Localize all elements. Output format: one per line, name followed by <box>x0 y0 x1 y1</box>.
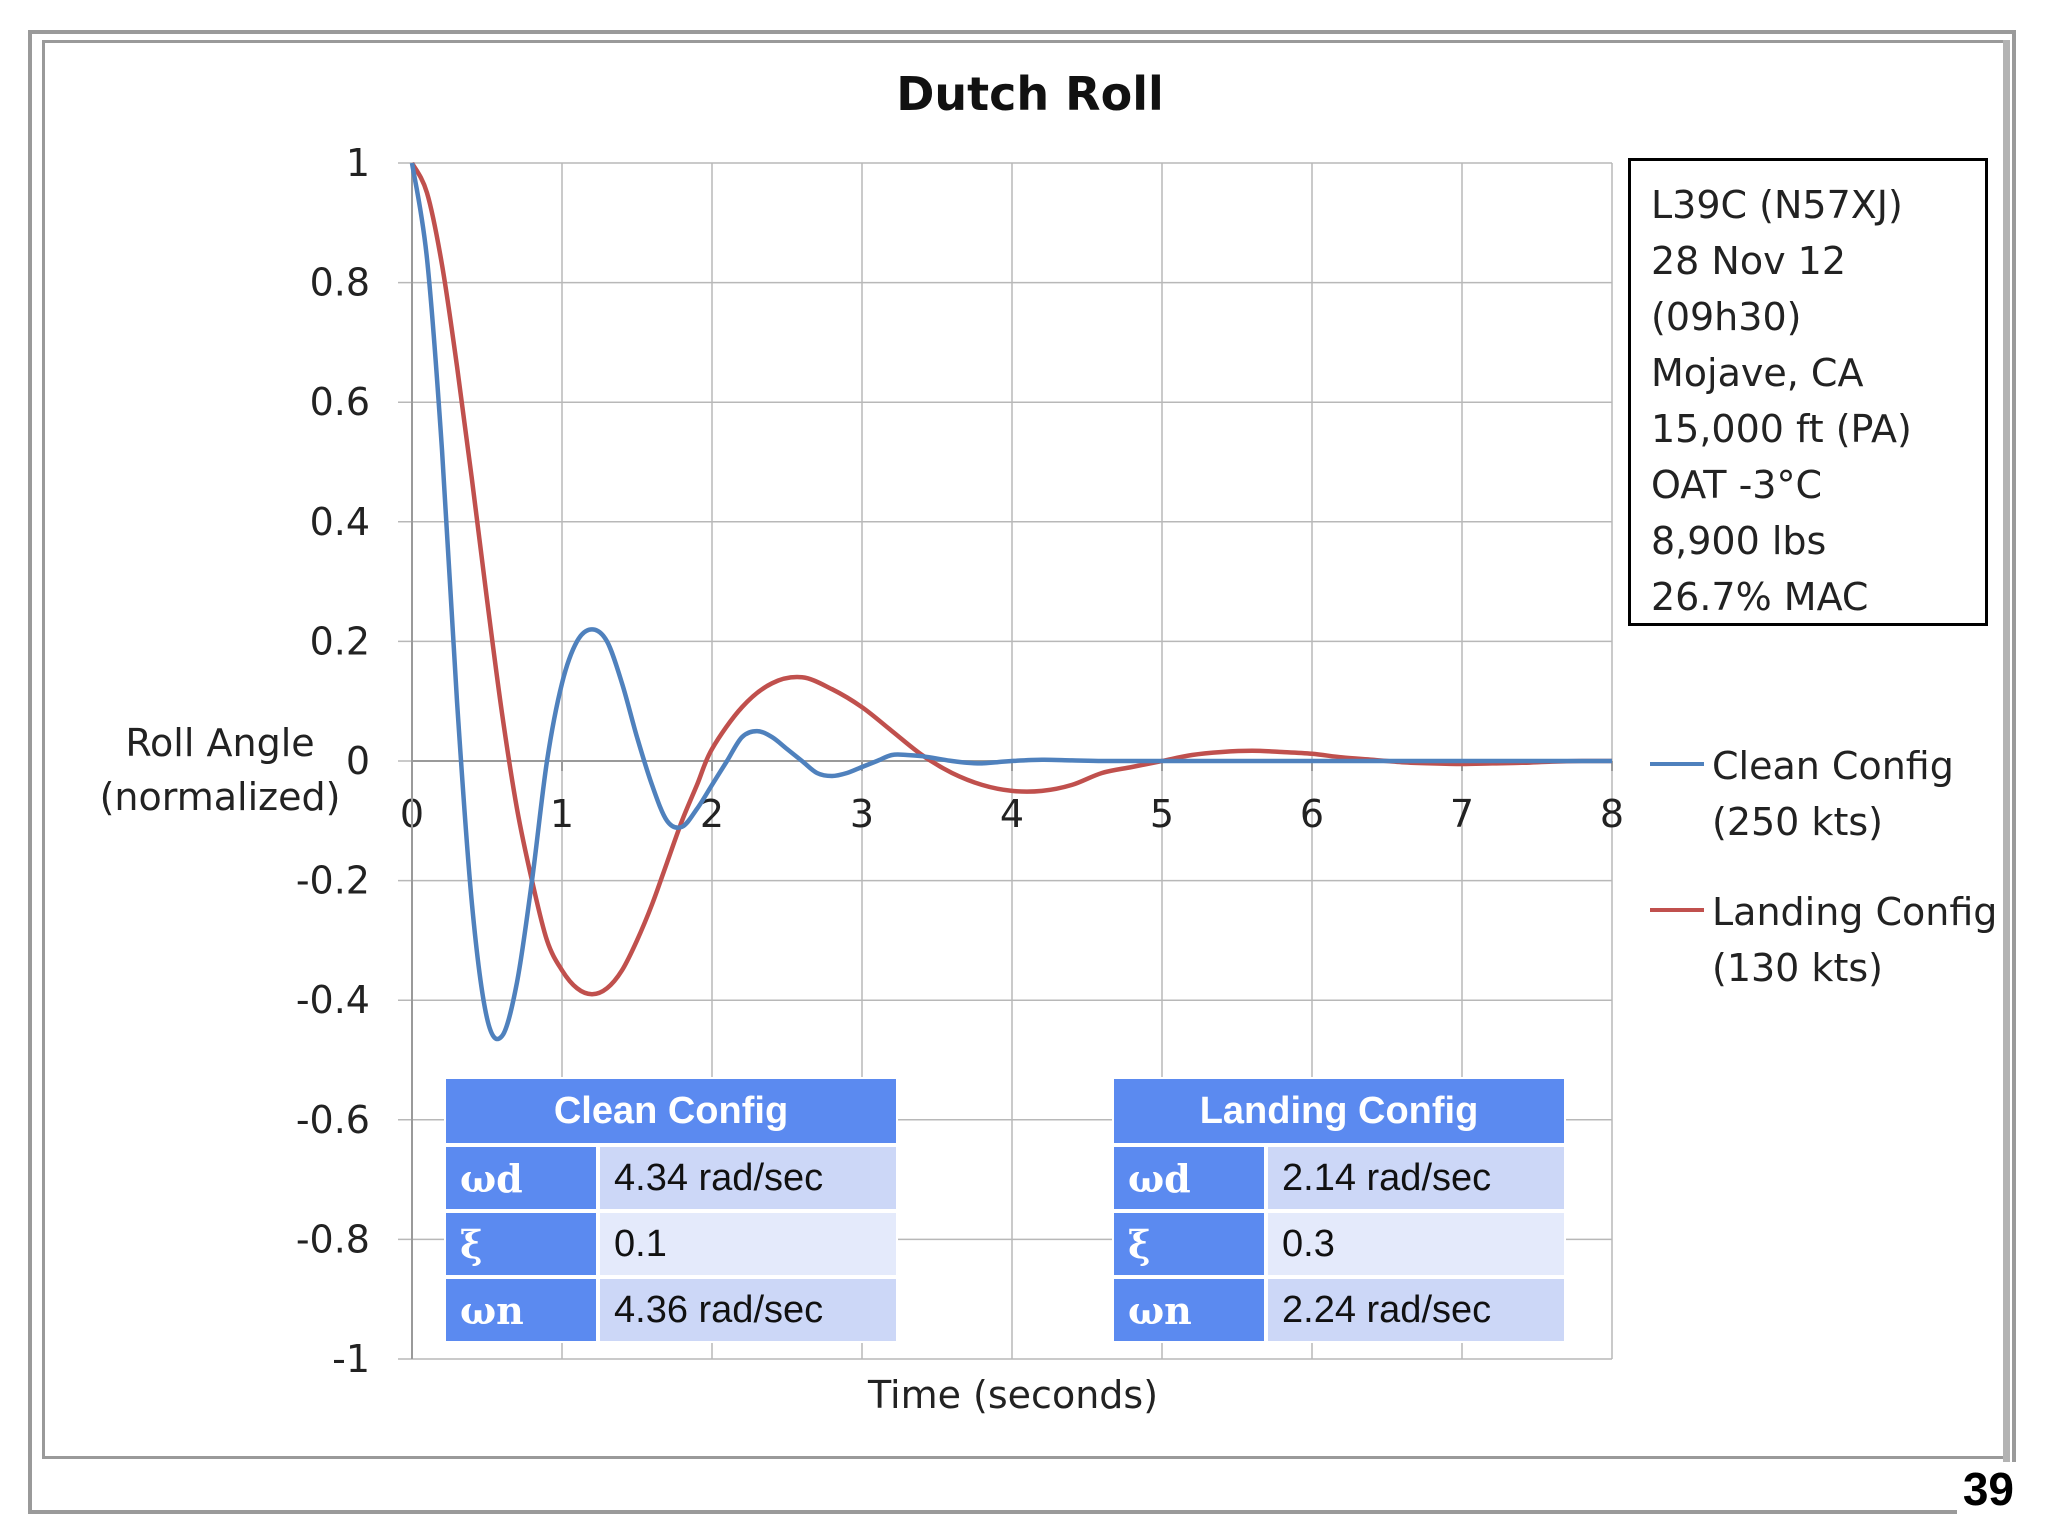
table-row: ωn 4.36 rad/sec <box>444 1277 898 1343</box>
table-row: ωd 2.14 rad/sec <box>1112 1145 1566 1211</box>
x-axis-label: Time (seconds) <box>867 1373 1158 1417</box>
series-clean-config-line <box>409 162 1612 1042</box>
table-title: Landing Config <box>1112 1077 1566 1145</box>
y-tick-label: -0.4 <box>296 978 370 1022</box>
legend-label-landing-line2: (130 kts) <box>1712 946 1883 990</box>
series-landing-config-line <box>409 161 1613 997</box>
y-tick-label: -0.2 <box>296 859 370 903</box>
info-line: (09h30) <box>1651 295 1802 339</box>
legend-swatch-clean <box>1650 762 1704 766</box>
info-line: 8,900 lbs <box>1651 519 1827 563</box>
param-value: 2.24 rad/sec <box>1266 1277 1566 1343</box>
legend-label-clean-line2: (250 kts) <box>1712 800 1883 844</box>
param-symbol: ωd <box>1112 1145 1266 1211</box>
info-line: 26.7% MAC <box>1651 575 1869 619</box>
chart-title: Dutch Roll <box>896 67 1164 121</box>
y-axis-label-line2: (normalized) <box>100 775 341 819</box>
chart-axes: 0 1 2 3 4 5 6 7 810.80.60.40.20-0.2-0.4-0.6-0.8-… <box>296 141 1624 1381</box>
table-row: ωn 2.24 rad/sec <box>1112 1277 1566 1343</box>
slide-frame-outer <box>28 30 2016 1514</box>
param-value: 2.14 rad/sec <box>1266 1145 1566 1211</box>
param-value: 4.36 rad/sec <box>598 1277 898 1343</box>
y-tick-label: -0.6 <box>296 1098 370 1142</box>
info-line: 15,000 ft (PA) <box>1651 407 1912 451</box>
param-symbol: ωn <box>444 1277 598 1343</box>
info-line: 28 Nov 12 <box>1651 239 1847 283</box>
param-value: 0.1 <box>598 1211 898 1277</box>
table-row: ξ 0.1 <box>444 1211 898 1277</box>
page-number: 39 <box>1956 1462 2020 1516</box>
x-tick-label: 7 <box>1450 792 1474 836</box>
y-tick-label: 0.4 <box>310 500 370 544</box>
y-tick-label: 1 <box>346 141 370 185</box>
table-row: ωd 4.34 rad/sec <box>444 1145 898 1211</box>
y-tick-label: -1 <box>332 1337 370 1381</box>
x-tick-label: 5 <box>1150 792 1174 836</box>
info-line: L39C (N57XJ) <box>1651 183 1903 227</box>
legend-swatch-landing <box>1650 908 1704 912</box>
param-symbol: ωn <box>1112 1277 1266 1343</box>
y-tick-label: 0 <box>346 739 370 783</box>
info-line: Mojave, CA <box>1651 351 1864 395</box>
legend-label-clean-line1: Clean Config <box>1712 744 1954 788</box>
chart-series <box>409 161 1613 1042</box>
info-line: OAT -3°C <box>1651 463 1822 507</box>
x-tick-label: 6 <box>1300 792 1324 836</box>
clean-config-table: Clean Config ωd 4.34 rad/sec ξ 0.1 ωn 4.… <box>444 1077 898 1343</box>
slide-frame-shadow <box>2003 40 2010 1480</box>
param-symbol: ξ <box>444 1211 598 1277</box>
y-axis-label-line1: Roll Angle <box>125 721 314 765</box>
y-tick-label: 0.2 <box>310 619 370 663</box>
flight-info-box: L39C (N57XJ) 28 Nov 12 (09h30) Mojave, C… <box>1628 158 1988 626</box>
x-tick-label: 3 <box>850 792 874 836</box>
x-tick-label: 8 <box>1600 792 1624 836</box>
table-row: ξ 0.3 <box>1112 1211 1566 1277</box>
param-value: 4.34 rad/sec <box>598 1145 898 1211</box>
x-tick-label: 4 <box>1000 792 1024 836</box>
param-symbol: ωd <box>444 1145 598 1211</box>
y-tick-label: 0.6 <box>310 380 370 424</box>
param-value: 0.3 <box>1266 1211 1566 1277</box>
landing-config-table: Landing Config ωd 2.14 rad/sec ξ 0.3 ωn … <box>1112 1077 1566 1343</box>
legend-label-landing-line1: Landing Config <box>1712 890 1998 934</box>
x-tick-label: 1 <box>550 792 574 836</box>
param-symbol: ξ <box>1112 1211 1266 1277</box>
y-tick-label: -0.8 <box>296 1217 370 1261</box>
y-tick-label: 0.8 <box>310 261 370 305</box>
table-title: Clean Config <box>444 1077 898 1145</box>
